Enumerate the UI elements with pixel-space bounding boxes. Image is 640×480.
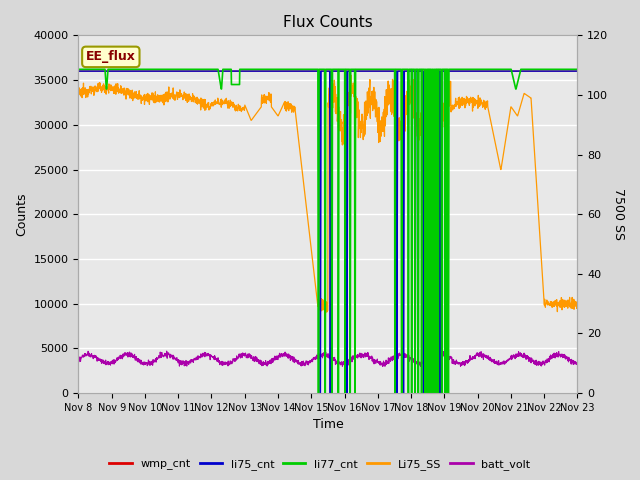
- Legend: wmp_cnt, li75_cnt, li77_cnt, Li75_SS, batt_volt: wmp_cnt, li75_cnt, li77_cnt, Li75_SS, ba…: [105, 455, 535, 474]
- Y-axis label: Counts: Counts: [15, 192, 28, 236]
- Text: EE_flux: EE_flux: [86, 50, 136, 63]
- Title: Flux Counts: Flux Counts: [283, 15, 373, 30]
- X-axis label: Time: Time: [312, 419, 343, 432]
- Y-axis label: 7500 SS: 7500 SS: [612, 188, 625, 240]
